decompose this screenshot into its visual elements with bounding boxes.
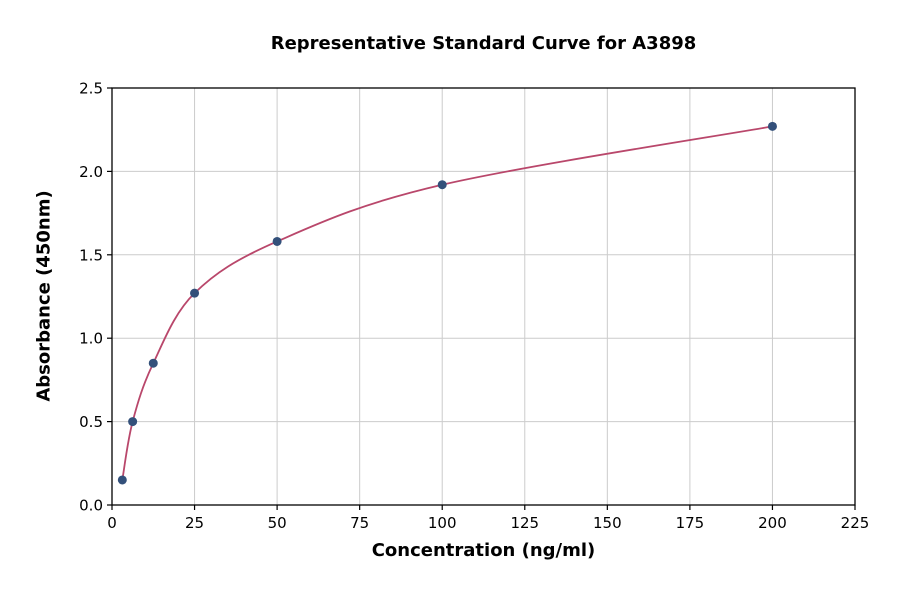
chart-title: Representative Standard Curve for A3898 bbox=[270, 33, 697, 54]
x-tick-label: 50 bbox=[268, 514, 287, 532]
y-tick-label: 2.5 bbox=[79, 80, 103, 98]
data-point bbox=[190, 288, 200, 298]
x-tick-label: 200 bbox=[758, 514, 787, 532]
data-points bbox=[117, 121, 777, 485]
data-point bbox=[272, 236, 282, 246]
x-tick-label: 25 bbox=[185, 514, 204, 532]
data-point bbox=[128, 417, 138, 427]
x-tick-label: 150 bbox=[593, 514, 622, 532]
x-tick-label: 75 bbox=[350, 514, 369, 532]
x-tick-label: 0 bbox=[107, 514, 117, 532]
standard-curve-line bbox=[121, 125, 773, 481]
x-tick-label: 225 bbox=[841, 514, 870, 532]
y-tick-label: 0.5 bbox=[79, 413, 103, 431]
x-tick-label: 100 bbox=[428, 514, 457, 532]
x-tick-label: 175 bbox=[676, 514, 705, 532]
plot-border bbox=[111, 87, 856, 506]
y-axis-ticks: 0.0 0.5 1.0 1.5 2.0 2.5 bbox=[79, 80, 112, 515]
y-tick-label: 0.0 bbox=[79, 497, 103, 515]
x-tick-label: 125 bbox=[510, 514, 539, 532]
data-point bbox=[148, 358, 158, 368]
data-point bbox=[117, 475, 127, 485]
x-axis-ticks: 0 25 50 75 100 125 150 175 200 225 bbox=[107, 505, 869, 532]
y-tick-label: 1.5 bbox=[79, 246, 103, 264]
data-point bbox=[767, 121, 777, 131]
x-axis-label: Concentration (ng/ml) bbox=[371, 540, 596, 561]
y-tick-label: 1.0 bbox=[79, 330, 103, 348]
grid-lines bbox=[111, 87, 856, 506]
y-tick-label: 2.0 bbox=[79, 163, 103, 181]
data-point bbox=[437, 180, 447, 190]
